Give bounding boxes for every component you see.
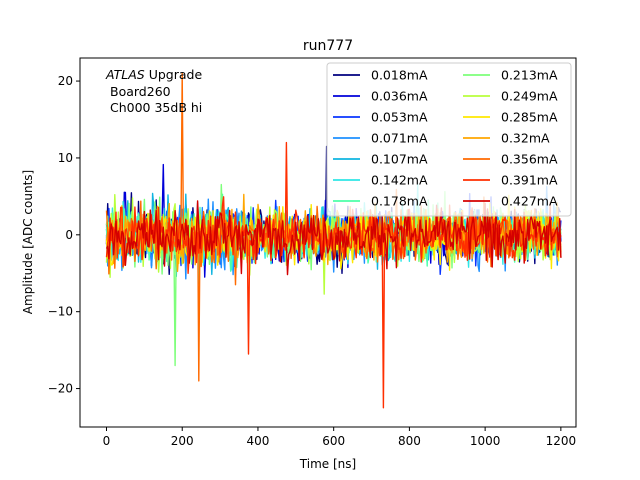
- annotation-line-2: Board260: [110, 84, 171, 99]
- legend-label: 0.356mA: [501, 152, 558, 167]
- x-axis: 0 200 400 600 800 1000 1200: [103, 427, 576, 448]
- x-tick-label: 400: [247, 434, 270, 448]
- legend-label: 0.285mA: [501, 110, 558, 125]
- y-tick-label: 20: [58, 74, 73, 88]
- legend-label: 0.107mA: [371, 152, 428, 167]
- x-tick-label: 1200: [546, 434, 577, 448]
- legend-label: 0.036mA: [371, 89, 428, 104]
- legend-label: 0.178mA: [371, 194, 428, 209]
- annotation-upgrade: Upgrade: [145, 67, 203, 82]
- series-layer: [105, 72, 562, 409]
- legend-label: 0.249mA: [501, 89, 558, 104]
- legend-label: 0.142mA: [371, 173, 428, 188]
- legend-frame: [326, 62, 572, 217]
- annotation-block: ATLAS Upgrade Board260 Ch000 35dB hi: [105, 67, 202, 115]
- x-tick-label: 1000: [470, 434, 501, 448]
- legend-label: 0.213mA: [501, 68, 558, 83]
- y-axis: −20 −10 0 10 20: [48, 74, 80, 396]
- y-tick-label: −20: [48, 382, 73, 396]
- legend-label: 0.427mA: [501, 194, 558, 209]
- legend-label: 0.053mA: [371, 110, 428, 125]
- plot-frame: [79, 57, 577, 428]
- x-tick-label: 0: [103, 434, 111, 448]
- x-tick-label: 600: [322, 434, 345, 448]
- legend: 0.018mA 0.036mA 0.053mA 0.071mA 0.107mA 0.142…: [326, 62, 572, 217]
- annotation-line-1: ATLAS Upgrade: [105, 67, 202, 82]
- annotation-atlas: ATLAS: [105, 67, 145, 82]
- legend-label: 0.018mA: [371, 68, 428, 83]
- y-tick-label: −10: [48, 305, 73, 319]
- legend-label: 0.071mA: [371, 131, 428, 146]
- y-tick-label: 10: [58, 151, 73, 165]
- legend-label: 0.391mA: [501, 173, 558, 188]
- legend-label: 0.32mA: [501, 131, 550, 146]
- x-tick-label: 200: [171, 434, 194, 448]
- annotation-line-3: Ch000 35dB hi: [110, 100, 202, 115]
- x-tick-label: 800: [398, 434, 421, 448]
- series-line: [105, 185, 562, 280]
- y-tick-label: 0: [65, 228, 73, 242]
- y-axis-label: Amplitude [ADC counts]: [21, 170, 35, 314]
- chart-title: run777: [303, 38, 353, 54]
- x-axis-label: Time [ns]: [299, 457, 356, 471]
